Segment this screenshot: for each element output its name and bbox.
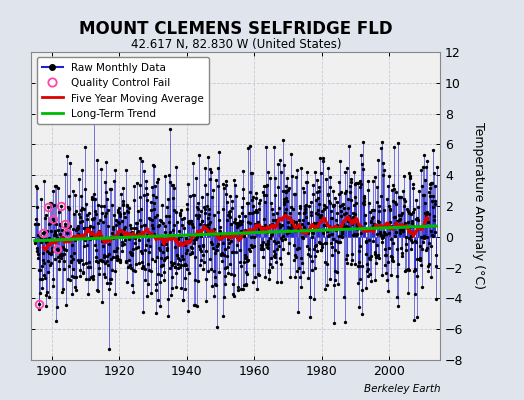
Text: 42.617 N, 82.830 W (United States): 42.617 N, 82.830 W (United States) <box>130 38 341 51</box>
Legend: Raw Monthly Data, Quality Control Fail, Five Year Moving Average, Long-Term Tren: Raw Monthly Data, Quality Control Fail, … <box>37 57 209 124</box>
Y-axis label: Temperature Anomaly (°C): Temperature Anomaly (°C) <box>472 122 485 290</box>
Text: Berkeley Earth: Berkeley Earth <box>364 384 440 394</box>
Text: MOUNT CLEMENS SELFRIDGE FLD: MOUNT CLEMENS SELFRIDGE FLD <box>79 20 392 38</box>
